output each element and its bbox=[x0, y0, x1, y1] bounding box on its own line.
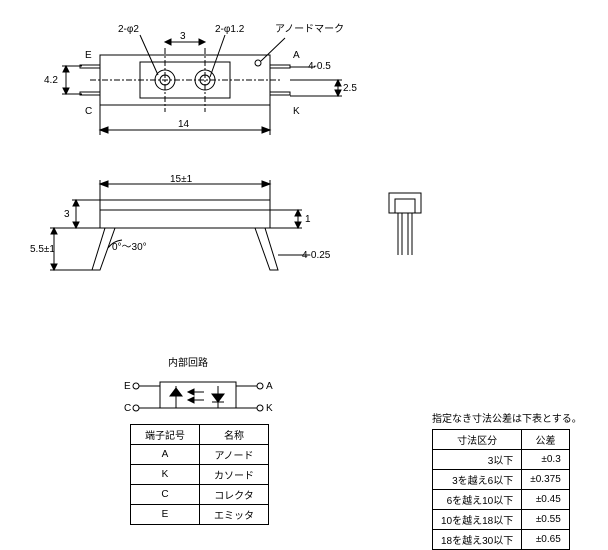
th-tol: 公差 bbox=[522, 430, 570, 450]
table-row: 6を越え10以下±0.45 bbox=[433, 490, 570, 510]
side-view-drawing: 15±1 3 1 5.5±1 0°～30° 4-0.25 bbox=[30, 170, 370, 290]
table-row: Eエミッタ bbox=[131, 505, 269, 525]
table-row: 3以下±0.3 bbox=[433, 450, 570, 470]
label-lead-025: 4-0.25 bbox=[302, 250, 331, 261]
term-E: E bbox=[124, 381, 131, 392]
label-K: K bbox=[293, 106, 300, 117]
label-side-1: 1 bbox=[305, 214, 311, 225]
label-leads: 4-0.5 bbox=[308, 61, 331, 72]
table-row: 18を越え30以下±0.65 bbox=[433, 530, 570, 550]
term-A: A bbox=[266, 381, 273, 392]
tolerance-table: 寸法区分 公差 3以下±0.3 3を越え6以下±0.375 6を越え10以下±0… bbox=[432, 429, 570, 550]
table-row: Aアノード bbox=[131, 445, 269, 465]
label-A: A bbox=[293, 50, 300, 61]
th-symbol: 端子記号 bbox=[131, 425, 200, 445]
label-holes-small: 2-φ1.2 bbox=[215, 24, 245, 35]
table-row: 10を越え18以下±0.55 bbox=[433, 510, 570, 530]
table-row: Cコレクタ bbox=[131, 485, 269, 505]
circuit-title: 内部回路 bbox=[168, 354, 208, 369]
label-anode-mark: アノードマーク bbox=[275, 23, 344, 35]
top-view-drawing: 2-φ2 2-φ1.2 アノードマーク 3 E A C K 4.2 14 4-0… bbox=[30, 10, 410, 150]
table-row: Kカソード bbox=[131, 465, 269, 485]
terminal-table: 端子記号 名称 Aアノード Kカソード Cコレクタ Eエミッタ bbox=[130, 424, 269, 525]
tolerance-block: 指定なき寸法公差は下表とする。 寸法区分 公差 3以下±0.3 3を越え6以下±… bbox=[432, 410, 582, 550]
term-K: K bbox=[266, 403, 273, 414]
label-2-5: 2.5 bbox=[343, 83, 357, 94]
label-5-5: 5.5±1 bbox=[30, 244, 55, 255]
table-row: 3を越え6以下±0.375 bbox=[433, 470, 570, 490]
term-C: C bbox=[124, 403, 131, 414]
label-E: E bbox=[85, 50, 92, 61]
label-C: C bbox=[85, 106, 92, 117]
end-view-drawing bbox=[375, 185, 435, 275]
label-dim-3: 3 bbox=[180, 31, 186, 42]
tolerance-title: 指定なき寸法公差は下表とする。 bbox=[432, 410, 582, 425]
label-14: 14 bbox=[178, 119, 190, 130]
label-4-2: 4.2 bbox=[44, 75, 58, 86]
circuit-diagram: E C A K bbox=[118, 368, 278, 428]
label-holes-large: 2-φ2 bbox=[118, 24, 139, 35]
th-range: 寸法区分 bbox=[433, 430, 522, 450]
th-name: 名称 bbox=[200, 425, 269, 445]
label-angle: 0°～30° bbox=[112, 242, 147, 253]
label-side-3: 3 bbox=[64, 209, 70, 220]
label-15: 15±1 bbox=[170, 174, 193, 185]
